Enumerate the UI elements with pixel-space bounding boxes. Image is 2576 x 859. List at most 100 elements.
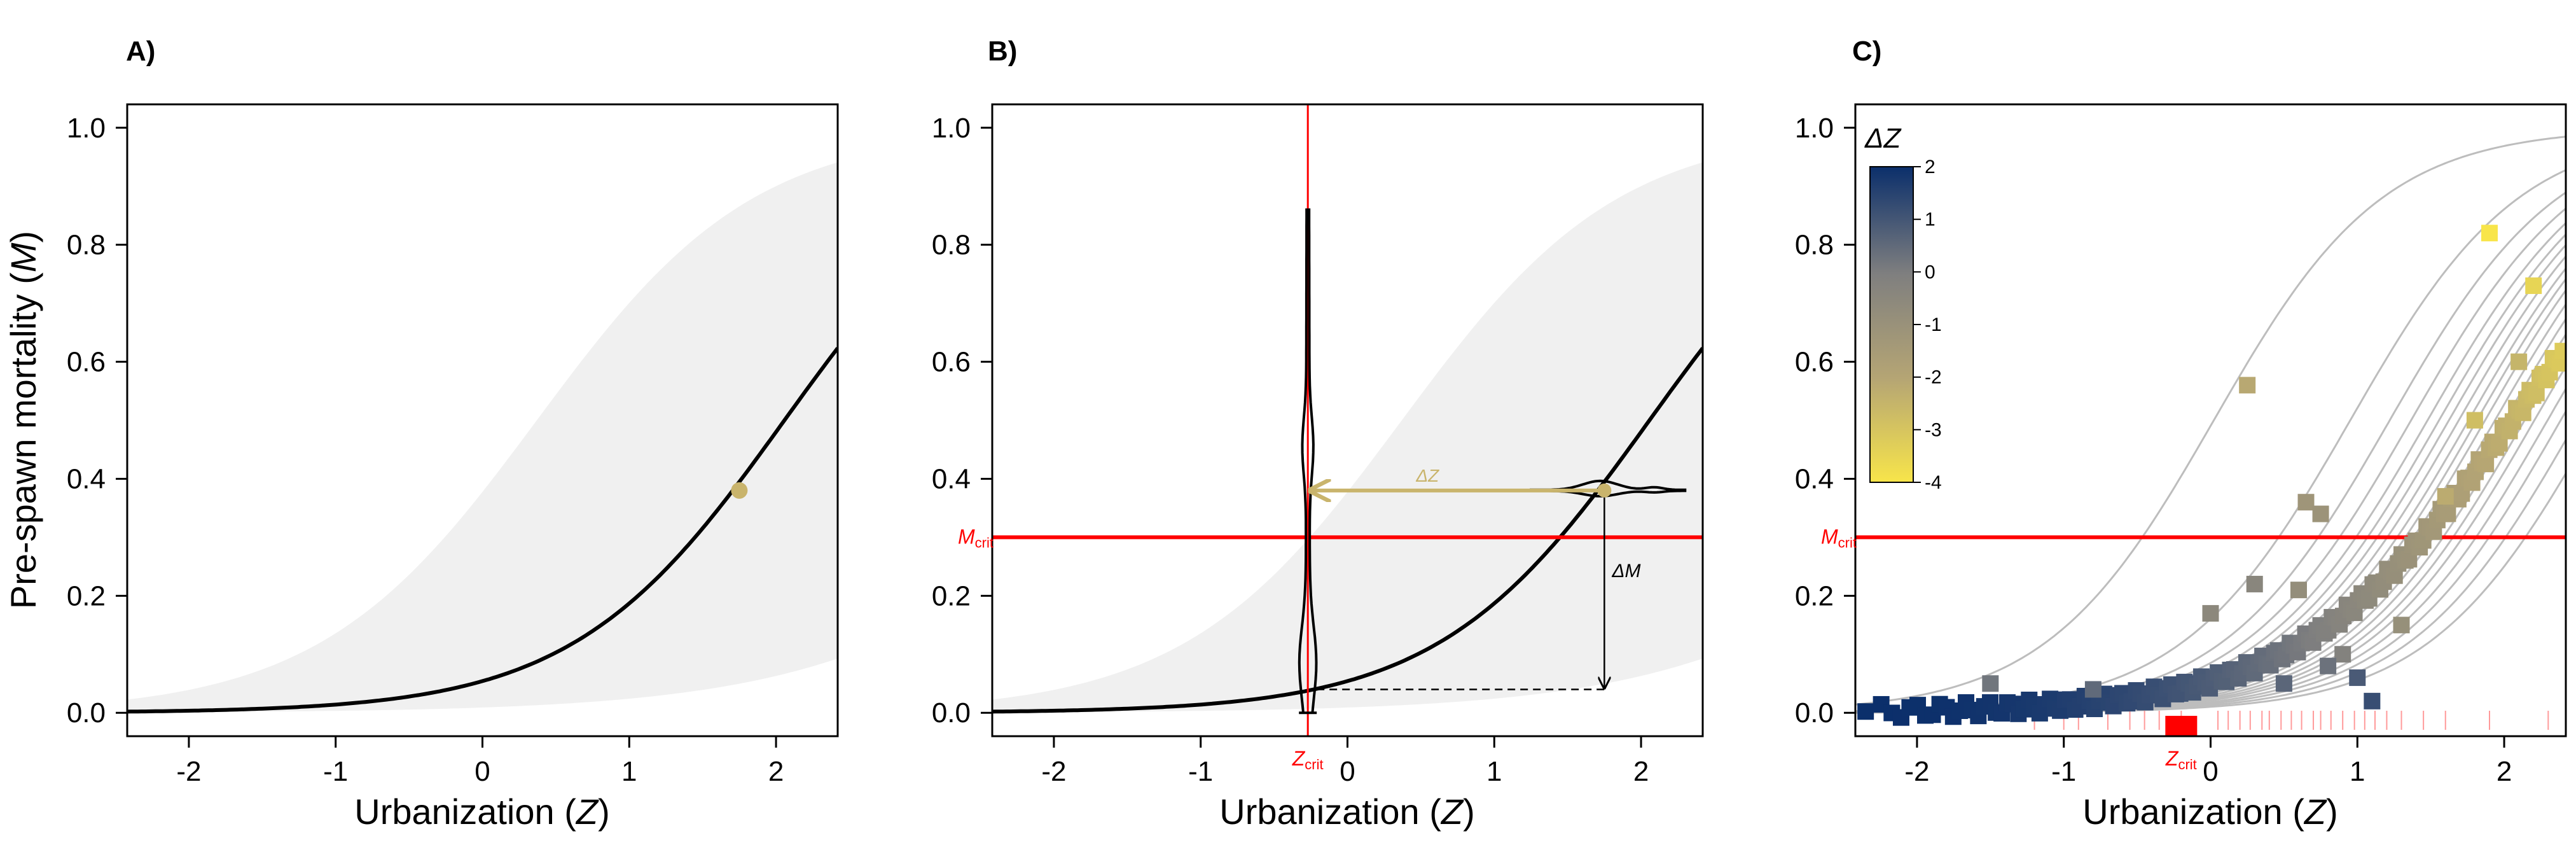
colorbar: ΔZ 2 1 0 -1 -2 -3 -4	[1864, 123, 1942, 493]
scatter-point	[2334, 646, 2351, 663]
scatter-point	[1982, 675, 1999, 692]
scatter-point	[1857, 703, 1874, 720]
z-crit-marker	[2165, 716, 2198, 736]
x-axis-title: Urbanization (Z)	[2082, 792, 2337, 832]
group-curve	[1855, 222, 2566, 713]
y-tick-label: 0.6	[1795, 347, 1834, 378]
scatter-point	[2525, 277, 2542, 295]
colorbar-tick-label: -3	[1925, 419, 1942, 440]
scatter-point	[2312, 505, 2329, 522]
z-crit-label: Zcrit	[1292, 747, 1324, 772]
y-tick-label: 0.2	[932, 580, 971, 611]
x-tick-label: -2	[176, 756, 201, 787]
m-distribution-violin	[1530, 479, 1687, 498]
delta-m-label: ΔM	[1611, 561, 1640, 582]
panel-a: -2 -1 0 1 2 0.0 0.2 0.4 0.6 0.8 1.0 A) Urbanizatio…	[3, 36, 839, 832]
scatter-point	[2297, 494, 2315, 511]
panel-label: B)	[988, 36, 1017, 67]
scatter-point	[2481, 225, 2498, 242]
panel-b: -2 -1 0 1 2 0.0 0.2 0.4 0.6 0.8 1.0 B) Urbanizatio…	[932, 36, 1704, 832]
group-curve	[1855, 136, 2566, 706]
group-curve	[1855, 207, 2566, 713]
y-tick-label: 0.4	[1795, 463, 1834, 494]
x-tick-label: -1	[1188, 756, 1213, 787]
x-axis-title: Urbanization (Z)	[1219, 792, 1474, 832]
delta-z-label: ΔZ	[1415, 466, 1439, 485]
x-tick-label: 0	[2203, 756, 2218, 787]
y-tick-label: 0.6	[932, 347, 971, 378]
mortality-curve	[127, 347, 838, 714]
scatter-point	[2437, 488, 2454, 505]
group-curve	[1855, 349, 2566, 714]
x-tick-label: -2	[1041, 756, 1066, 787]
observed-point	[731, 482, 748, 499]
y-tick-label: 0.0	[932, 697, 971, 729]
x-tick-label: 2	[768, 756, 784, 787]
colorbar-tick-label: 2	[1925, 157, 1935, 178]
axis-ticks: -2 -1 0 1 2 0.0 0.2 0.4 0.6 0.8 1.0	[67, 113, 784, 787]
z-crit-rug	[2033, 711, 2549, 730]
scatter-point	[2246, 575, 2263, 592]
y-tick-label: 1.0	[67, 113, 106, 144]
scatter-points	[1857, 225, 2566, 726]
scatter-point	[2393, 617, 2410, 634]
y-tick-label: 0.0	[67, 697, 106, 729]
y-tick-label: 0.2	[67, 580, 106, 611]
panel-label: C)	[1852, 36, 1881, 67]
group-curve	[1855, 169, 2566, 713]
confidence-band	[127, 162, 838, 713]
scatter-point	[2554, 342, 2566, 360]
y-tick-label: 0.8	[1795, 230, 1834, 261]
y-tick-label: 0.0	[1795, 697, 1834, 729]
x-tick-label: -2	[1904, 756, 1929, 787]
scatter-point	[2439, 505, 2456, 522]
colorbar-tick-label: 0	[1925, 262, 1935, 283]
group-curves	[1855, 136, 2566, 714]
observed-point	[1597, 483, 1612, 498]
scatter-point	[2320, 657, 2337, 674]
colorbar-tick-label: -1	[1925, 314, 1942, 335]
x-tick-label: 2	[2496, 756, 2512, 787]
colorbar-ticks: 2 1 0 -1 -2 -3 -4	[1913, 157, 1942, 493]
z-distribution-violin	[1298, 208, 1318, 715]
panel-label: A)	[126, 36, 155, 67]
y-tick-label: 0.6	[67, 347, 106, 378]
scatter-point	[2364, 692, 2381, 709]
x-tick-label: 0	[474, 756, 490, 787]
panel-c: -2 -1 0 1 2 0.0 0.2 0.4 0.6 0.8 1.0 C) Urbanizatio…	[1795, 36, 2567, 832]
z-crit-label: Zcrit	[2165, 747, 2197, 772]
x-tick-label: -1	[2051, 756, 2076, 787]
scatter-point	[2084, 681, 2102, 698]
y-tick-label: 1.0	[1795, 113, 1834, 144]
scatter-point	[2202, 604, 2219, 622]
axis-ticks: -2 -1 0 1 2 0.0 0.2 0.4 0.6 0.8 1.0	[1795, 113, 2512, 787]
scatter-point	[2239, 377, 2256, 394]
confidence-band	[992, 162, 1703, 713]
axis-ticks: -2 -1 0 1 2 0.0 0.2 0.4 0.6 0.8 1.0	[932, 113, 1649, 787]
x-tick-label: -1	[323, 756, 348, 787]
x-tick-label: 1	[1486, 756, 1502, 787]
scatter-point	[2510, 353, 2528, 370]
colorbar-tick-label: -4	[1925, 472, 1942, 493]
y-tick-label: 1.0	[932, 113, 971, 144]
x-tick-label: 0	[1340, 756, 1355, 787]
y-tick-label: 0.4	[67, 463, 106, 494]
m-crit-label: Mcrit	[1821, 525, 1857, 550]
x-axis-title: Urbanization (Z)	[354, 792, 609, 832]
group-curve	[1855, 318, 2566, 714]
m-crit-label: Mcrit	[958, 525, 994, 550]
scatter-point	[2466, 412, 2483, 429]
colorbar-gradient	[1869, 166, 1914, 483]
x-tick-label: 2	[1633, 756, 1649, 787]
scatter-point	[2290, 582, 2307, 599]
colorbar-title: ΔZ	[1864, 123, 1902, 154]
y-tick-label: 0.4	[932, 463, 971, 494]
y-axis-title: Pre-spawn mortality (M)	[3, 231, 43, 609]
scatter-point	[2275, 675, 2292, 692]
x-tick-label: 1	[621, 756, 637, 787]
colorbar-tick-label: -2	[1925, 367, 1942, 388]
x-tick-label: 1	[2350, 756, 2365, 787]
colorbar-tick-label: 1	[1925, 209, 1935, 230]
group-curve	[1855, 333, 2566, 714]
